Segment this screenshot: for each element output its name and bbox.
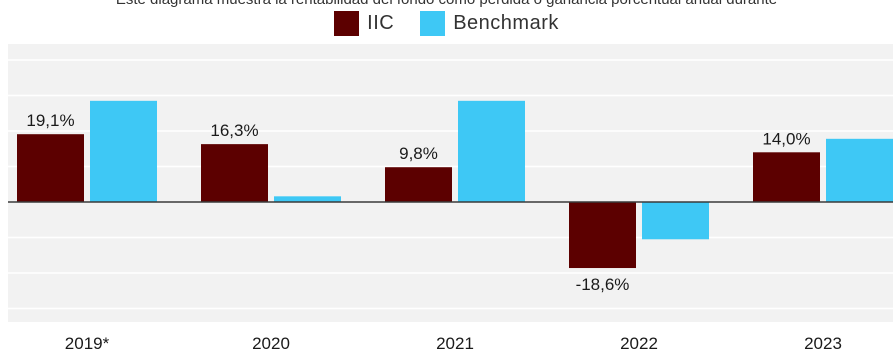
x-tick-label: 2023 <box>804 334 842 351</box>
legend-swatch-iic <box>334 11 360 36</box>
legend-swatch-benchmark <box>420 11 446 36</box>
data-label: 19,1% <box>26 111 74 130</box>
x-tick-label: 2022 <box>620 334 658 351</box>
x-tick-label: 2021 <box>436 334 474 351</box>
data-label: 14,0% <box>762 129 810 148</box>
chart-subtitle: Este diagrama muestra la rentabilidad de… <box>0 0 893 8</box>
bar-benchmark-2021 <box>458 100 525 202</box>
legend-item-benchmark: Benchmark <box>420 11 559 36</box>
bar-benchmark-2023 <box>826 138 893 202</box>
bar-benchmark-2020 <box>274 196 341 202</box>
bar-iic-2022 <box>569 202 636 269</box>
data-label: -18,6% <box>576 275 630 294</box>
bar-iic-2021 <box>385 167 452 202</box>
x-tick-label: 2020 <box>252 334 290 351</box>
x-tick-label: 2019* <box>65 334 110 351</box>
bar-iic-2020 <box>201 144 268 202</box>
bar-benchmark-2019 <box>90 100 157 202</box>
data-label: 16,3% <box>210 121 258 140</box>
legend-label-iic: IIC <box>367 12 395 34</box>
bar-iic-2019 <box>17 134 84 202</box>
data-label: 9,8% <box>399 144 438 163</box>
bar-iic-2023 <box>753 152 820 202</box>
legend: IIC Benchmark <box>0 11 893 36</box>
bar-benchmark-2022 <box>642 202 709 240</box>
legend-label-benchmark: Benchmark <box>453 12 559 34</box>
legend-item-iic: IIC <box>334 11 394 36</box>
